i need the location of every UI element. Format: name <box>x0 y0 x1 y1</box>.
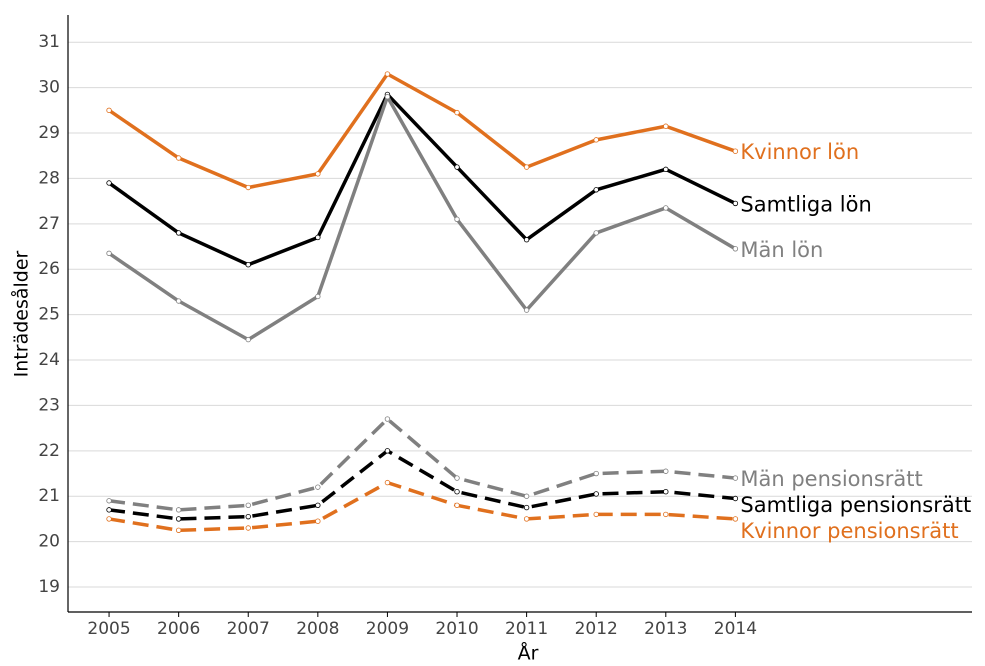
y-tick-label: 25 <box>38 305 60 325</box>
point <box>454 488 460 495</box>
point <box>315 518 321 524</box>
y-tick-label: 30 <box>38 78 60 98</box>
point <box>315 234 321 241</box>
point <box>732 475 739 481</box>
point <box>523 516 530 522</box>
point <box>106 498 112 504</box>
point <box>593 470 599 477</box>
y-tick-label: 27 <box>38 214 60 234</box>
legend-label: Män lön <box>740 238 823 262</box>
point <box>315 293 321 300</box>
point <box>106 107 112 114</box>
point <box>454 502 460 509</box>
point <box>732 516 739 522</box>
y-tick-label: 24 <box>38 350 60 370</box>
x-tick-label: 2005 <box>87 619 130 639</box>
point <box>175 527 182 533</box>
legend-label: Samtliga lön <box>740 192 871 216</box>
x-tick-label: 2013 <box>644 619 687 639</box>
point <box>245 261 251 268</box>
point <box>245 502 251 509</box>
legend-label: Kvinnor pensionsrätt <box>740 519 958 543</box>
point <box>175 298 182 304</box>
point <box>523 493 530 499</box>
point <box>732 148 739 154</box>
point <box>663 488 669 495</box>
point <box>175 155 182 161</box>
point <box>175 507 182 513</box>
point <box>245 184 251 191</box>
legend-label: Samtliga pensionsrätt <box>740 493 971 517</box>
point <box>732 495 739 502</box>
point <box>384 479 391 486</box>
point <box>106 250 112 257</box>
point <box>663 166 669 173</box>
point <box>384 71 391 77</box>
point <box>663 511 669 518</box>
point <box>384 448 391 454</box>
point <box>663 205 669 211</box>
point <box>523 164 530 170</box>
point <box>315 484 321 490</box>
x-tick-label: 2008 <box>296 619 339 639</box>
point <box>454 475 460 481</box>
y-tick-label: 23 <box>38 395 60 415</box>
y-axis-title: Inträdesålder <box>10 250 33 377</box>
point <box>106 180 112 186</box>
point <box>593 137 599 143</box>
point <box>384 94 391 100</box>
x-tick-label: 2014 <box>714 619 757 639</box>
point <box>175 230 182 236</box>
point <box>384 416 391 422</box>
x-tick-label: 2007 <box>227 619 270 639</box>
x-tick-label: 2006 <box>157 619 200 639</box>
point <box>315 171 321 177</box>
point <box>245 336 251 343</box>
point <box>523 237 530 243</box>
point <box>523 307 530 313</box>
point <box>593 187 599 193</box>
y-tick-label: 22 <box>38 441 60 461</box>
point <box>732 246 739 252</box>
x-tick-label: 2011 <box>505 619 548 639</box>
point <box>593 491 599 497</box>
point <box>593 230 599 236</box>
x-tick-label: 2012 <box>575 619 618 639</box>
y-tick-label: 21 <box>38 486 60 506</box>
point <box>454 109 460 116</box>
y-tick-label: 19 <box>38 577 60 597</box>
point <box>593 511 599 518</box>
legend-label: Män pensionsrätt <box>740 467 922 491</box>
point <box>454 216 460 222</box>
y-tick-label: 20 <box>38 532 60 552</box>
y-tick-label: 26 <box>38 259 60 279</box>
series-line <box>108 94 737 342</box>
series-line <box>108 72 736 190</box>
point <box>454 164 460 170</box>
series-line <box>108 92 737 267</box>
point <box>732 200 739 207</box>
point <box>245 525 251 531</box>
y-tick-label: 29 <box>38 123 60 143</box>
y-tick-label: 31 <box>38 32 60 52</box>
point <box>245 513 251 520</box>
point <box>175 516 182 522</box>
x-tick-label: 2010 <box>435 619 478 639</box>
point <box>663 123 669 129</box>
point <box>663 468 669 474</box>
x-tick-label: 2009 <box>366 619 409 639</box>
series-line <box>108 417 736 512</box>
point <box>315 502 321 509</box>
y-tick-label: 28 <box>38 168 60 188</box>
point <box>106 507 112 513</box>
x-axis-title: År <box>518 642 539 665</box>
series-line <box>108 480 736 533</box>
legend-label: Kvinnor lön <box>740 140 859 164</box>
series-line <box>108 449 736 521</box>
point <box>523 504 530 511</box>
point <box>106 516 112 522</box>
